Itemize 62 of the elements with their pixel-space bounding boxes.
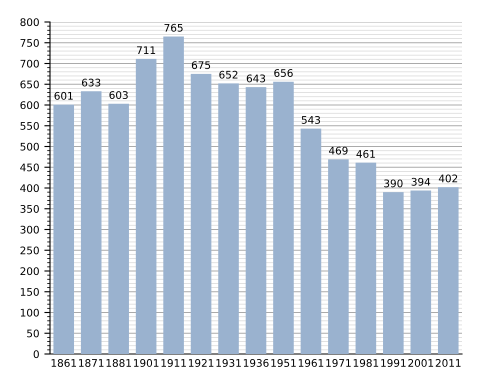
x-tick-label: 1931 (216, 359, 241, 367)
x-tick-label: 1871 (79, 359, 104, 367)
bar (53, 104, 74, 354)
data-label: 390 (384, 179, 403, 188)
y-tick-label: 400 (20, 184, 39, 192)
x-tick-label: 1961 (298, 359, 324, 367)
x-tick-label: 1971 (326, 359, 351, 367)
x-tick-label: 1921 (188, 359, 214, 367)
y-tick-label: 0 (34, 350, 39, 358)
bar (190, 74, 212, 354)
bar (136, 58, 156, 354)
x-tick-label: 2011 (436, 359, 461, 367)
y-tick-label: 250 (20, 246, 39, 254)
y-tick-label: 600 (20, 101, 39, 110)
data-label: 402 (438, 174, 458, 182)
x-tick-label: 1881 (106, 359, 131, 367)
data-label: 603 (109, 91, 128, 99)
bar (383, 192, 404, 354)
y-tick-label: 800 (20, 18, 39, 26)
bar (273, 82, 294, 354)
bar (356, 162, 376, 354)
x-tick-label: 1901 (134, 359, 158, 367)
y-tick-label: 750 (20, 38, 39, 47)
x-tick-label: 1951 (271, 359, 296, 367)
y-tick-label: 350 (20, 204, 39, 213)
x-tick-label: 1981 (354, 359, 378, 367)
x-tick-label: 1911 (161, 359, 186, 367)
bar (300, 128, 322, 354)
bar (218, 83, 239, 354)
bar (80, 91, 102, 354)
bar (246, 87, 266, 354)
x-tick-label: 1991 (381, 359, 406, 367)
bar (108, 104, 129, 354)
y-tick-label: 500 (20, 142, 39, 151)
data-label: 643 (246, 74, 266, 82)
data-label: 633 (82, 78, 100, 87)
y-tick-label: 650 (20, 80, 39, 88)
data-label: 675 (192, 61, 210, 70)
x-tick-label: 2001 (408, 359, 434, 367)
x-tick-label: 1861 (52, 359, 76, 367)
y-tick-label: 300 (20, 226, 39, 234)
bar (438, 187, 459, 354)
data-label: 461 (356, 150, 375, 158)
bar (410, 190, 432, 354)
data-label: 711 (137, 46, 156, 54)
y-tick-label: 50 (27, 329, 39, 338)
data-label: 469 (328, 146, 348, 155)
data-label: 601 (54, 92, 73, 100)
bar (328, 159, 349, 354)
y-tick-label: 150 (20, 288, 39, 296)
y-tick-label: 100 (20, 308, 39, 317)
y-tick-label: 200 (20, 267, 39, 276)
data-label: 394 (412, 178, 430, 186)
data-label: 765 (164, 24, 183, 32)
y-tick-label: 450 (20, 163, 39, 172)
y-tick-label: 550 (20, 122, 39, 130)
x-tick-label: 1936 (244, 359, 269, 367)
data-label: 652 (219, 70, 238, 79)
y-tick-label: 700 (20, 60, 39, 68)
data-label: 543 (302, 116, 320, 124)
data-label: 656 (274, 69, 293, 77)
bar (163, 36, 184, 354)
